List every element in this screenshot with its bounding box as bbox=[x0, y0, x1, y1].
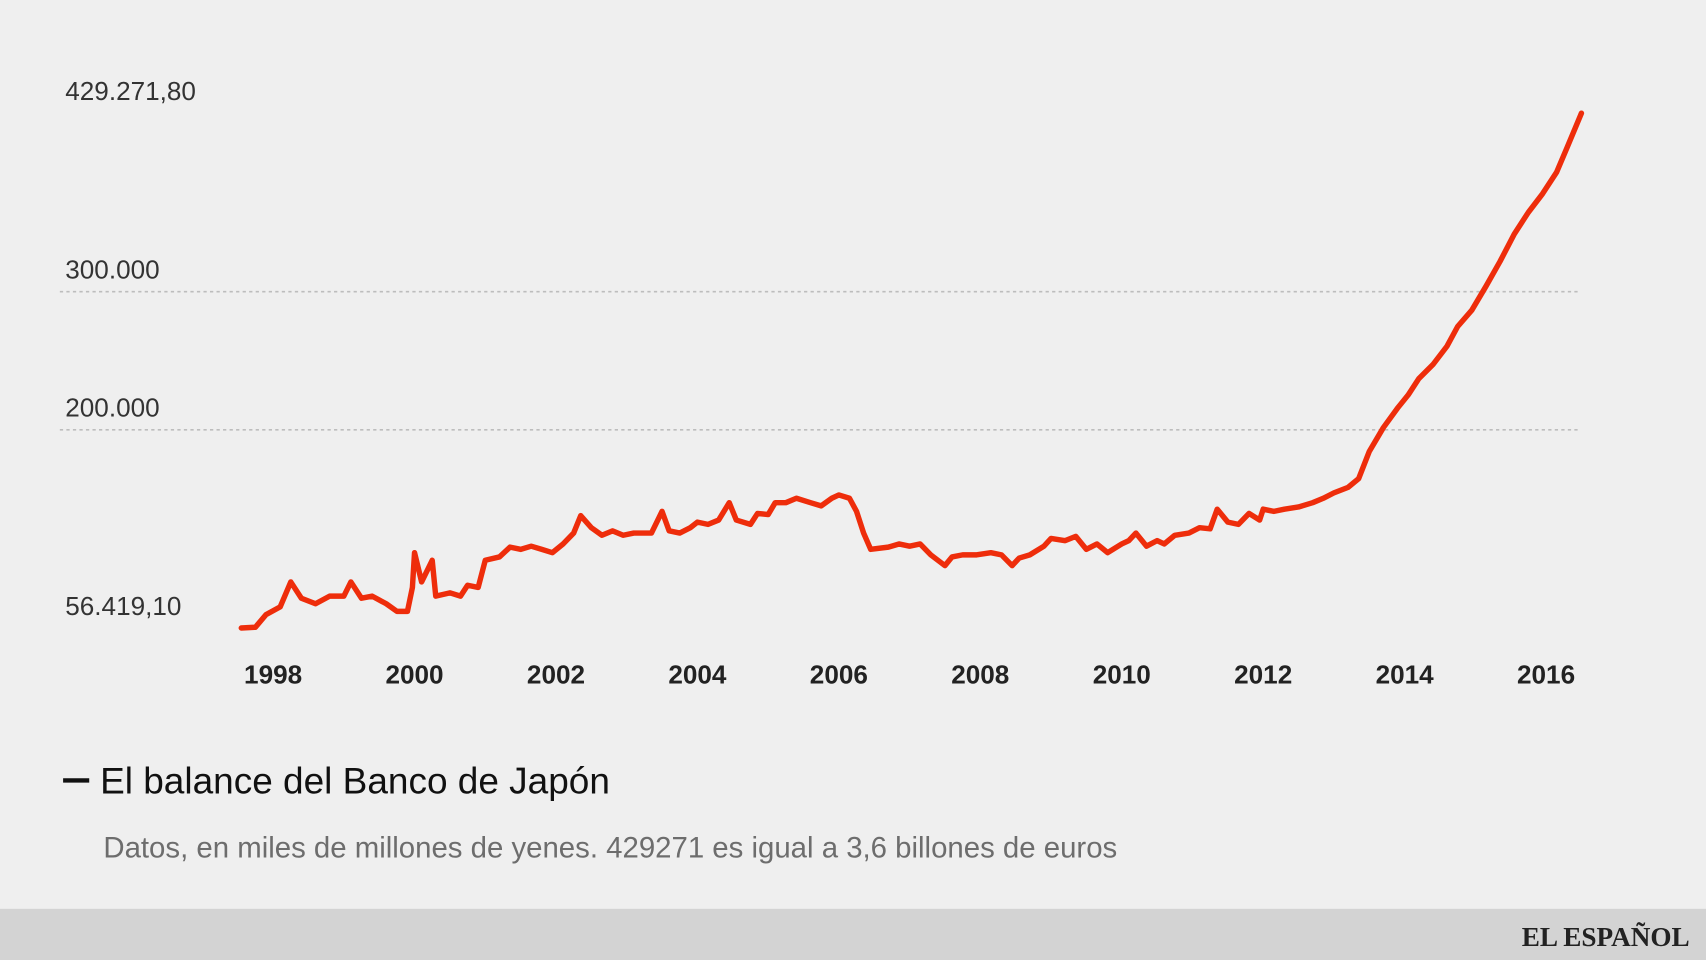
y-tick-label: 56.419,10 bbox=[65, 591, 181, 621]
x-tick-label: 2016 bbox=[1517, 660, 1575, 690]
y-tick-label: 429.271,80 bbox=[65, 76, 196, 106]
x-tick-label: 2004 bbox=[668, 660, 727, 690]
data-line bbox=[238, 110, 1585, 631]
x-tick-label: 2010 bbox=[1093, 660, 1151, 690]
x-tick-label: 2008 bbox=[951, 660, 1009, 690]
x-tick-label: 2000 bbox=[385, 660, 443, 690]
x-tick-label: 2012 bbox=[1234, 660, 1292, 690]
x-tick-label: 2002 bbox=[527, 660, 585, 690]
x-tick-label: 1998 bbox=[244, 660, 302, 690]
chart-subtitle: Datos, en miles de millones de yenes. 42… bbox=[103, 832, 1117, 865]
y-tick-label: 300.000 bbox=[65, 255, 159, 285]
x-tick-label: 2014 bbox=[1376, 660, 1435, 690]
footer-bar bbox=[0, 908, 1706, 960]
chart-title: El balance del Banco de Japón bbox=[100, 760, 610, 801]
brand: EL ESPAÑOL bbox=[1522, 922, 1690, 952]
y-tick-label: 200.000 bbox=[65, 393, 159, 423]
x-tick-label: 2006 bbox=[810, 660, 868, 690]
